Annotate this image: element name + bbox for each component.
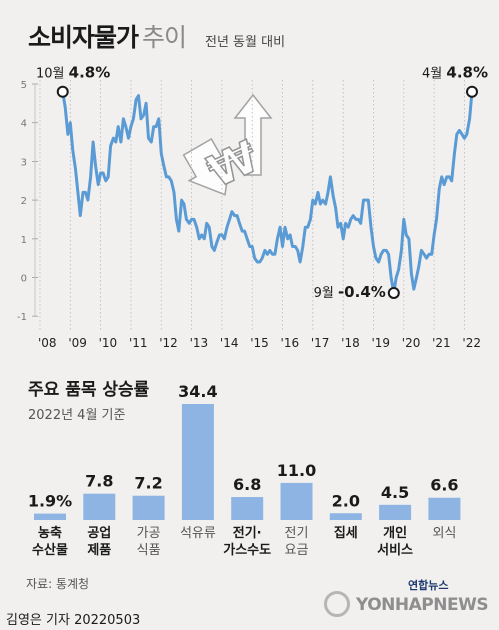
- category-label-line1: 가공: [137, 526, 161, 541]
- bar: [280, 482, 313, 520]
- yonhap-logo-icon: [324, 591, 350, 617]
- x-tick-label: '17: [311, 336, 330, 350]
- x-tick-label: '13: [190, 336, 209, 350]
- bar: [428, 497, 461, 520]
- bar-chart-subtitle: 2022년 4월 기준: [28, 408, 126, 423]
- category-label-line1: 석유류: [180, 526, 216, 541]
- yonhap-logo: 연합뉴스 YONHAPNEWS: [318, 575, 498, 623]
- bar-value-label: 7.2: [134, 474, 162, 493]
- x-tick-label: '21: [432, 336, 451, 350]
- y-tick-label: 0: [21, 274, 27, 285]
- x-tick-label: '18: [341, 336, 360, 350]
- annotation-month: 10월: [36, 67, 69, 82]
- point-annotation: 10월 4.8%: [36, 64, 110, 82]
- bar: [181, 404, 214, 520]
- category-label-line1: 전기·: [233, 525, 262, 541]
- x-tick-label: '16: [281, 336, 300, 350]
- up-arrow-icon: [233, 93, 273, 176]
- category-label-line1: 농축: [38, 525, 62, 541]
- annotation-value: 4.8%: [446, 64, 488, 82]
- bar-chart-title: 주요 품목 상승률: [28, 380, 150, 400]
- x-tick-label: '19: [371, 336, 390, 350]
- y-tick-label: 4: [21, 119, 27, 130]
- highlight-point: [56, 85, 69, 98]
- point-annotation: 4월 4.8%: [422, 64, 488, 82]
- y-tick-label: 2: [21, 196, 27, 207]
- chart-title-sub: 추이: [142, 23, 187, 52]
- chart-title-main: 소비자물가: [28, 23, 139, 52]
- byline: 김영은 기자 20220503: [6, 613, 141, 628]
- y-tick-label: -1: [17, 312, 27, 323]
- source-note: 자료: 통계청: [26, 577, 90, 591]
- y-tick-label: 5: [21, 80, 27, 91]
- bar-value-label: 6.6: [430, 476, 458, 495]
- category-label-line2: 서비스: [377, 543, 413, 558]
- y-tick-label: 1: [21, 235, 27, 246]
- bar-value-label: 7.8: [85, 472, 113, 491]
- x-tick-label: '09: [68, 336, 87, 350]
- bar-value-label: 2.0: [332, 491, 360, 510]
- category-label-line1: 집세: [334, 526, 358, 541]
- won-arrows-icon: ₩: [182, 93, 273, 199]
- highlight-point: [466, 85, 478, 98]
- x-tick-label: '11: [129, 336, 148, 350]
- logo-korean: 연합뉴스: [408, 579, 449, 592]
- bar-value-label: 4.5: [381, 483, 409, 502]
- annotation-month: 4월: [422, 67, 446, 82]
- logo-english: YONHAPNEWS: [356, 595, 489, 615]
- bar: [329, 513, 362, 520]
- bar: [34, 513, 66, 520]
- bar: [132, 495, 165, 520]
- y-tick-label: 3: [21, 157, 27, 168]
- highlight-point: [387, 286, 400, 299]
- cpi-line-chart: ₩ -1 0 1 2 3 4 5 '08 '09 '10 '11 '12 '13 '14 '15 '16 '17 '…: [17, 64, 488, 350]
- category-label-line1: 전기: [285, 526, 309, 541]
- cpi-series-line: [61, 91, 474, 295]
- annotation-value: -0.4%: [338, 283, 386, 301]
- annotation-month: 9월: [314, 286, 338, 301]
- x-tick-label: '08: [38, 336, 57, 350]
- bar: [83, 493, 116, 520]
- basis-note: 전년 동월 대비: [205, 35, 286, 50]
- bar-value-label: 1.9%: [28, 492, 72, 511]
- category-label-line1: 개인: [383, 525, 407, 541]
- category-label-line2: 식품: [137, 543, 161, 558]
- x-tick-label: '12: [159, 336, 178, 350]
- x-tick-label: '15: [250, 336, 269, 350]
- category-label-line2: 제품: [87, 543, 111, 558]
- x-tick-label: '10: [99, 336, 118, 350]
- bar: [379, 504, 412, 520]
- point-annotation: 9월 -0.4%: [314, 283, 386, 301]
- category-label-line1: 외식: [432, 526, 456, 541]
- category-label-line1: 공업: [87, 526, 111, 541]
- category-label-line2: 가스수도: [223, 543, 271, 558]
- bar-value-label: 34.4: [178, 382, 217, 401]
- down-arrow-icon: [182, 137, 232, 196]
- chart-title: 소비자물가 추이: [28, 18, 187, 54]
- x-tick-label: '20: [402, 336, 421, 350]
- bar-value-label: 6.8: [233, 475, 261, 494]
- x-tick-label: '14: [220, 336, 239, 350]
- bar: [231, 497, 264, 520]
- category-label-line2: 수산물: [32, 542, 68, 558]
- x-tick-label: '22: [462, 336, 481, 350]
- category-label-line2: 요금: [285, 543, 309, 558]
- bar-value-label: 11.0: [277, 461, 316, 480]
- annotation-value: 4.8%: [69, 64, 111, 82]
